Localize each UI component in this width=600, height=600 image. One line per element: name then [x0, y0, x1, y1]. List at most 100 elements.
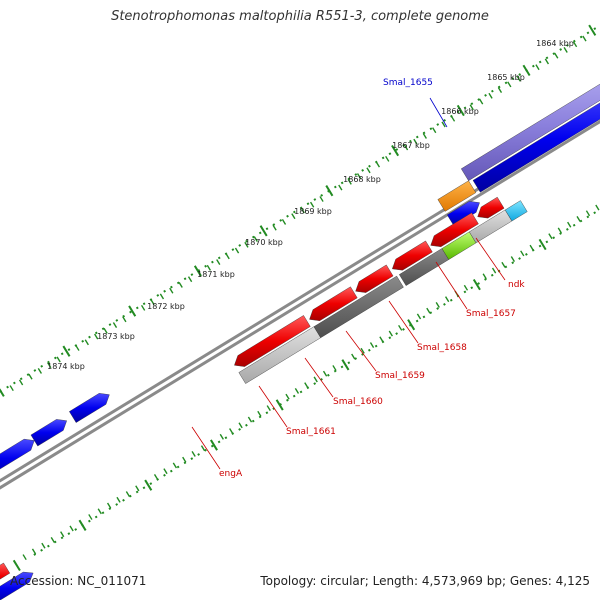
tick-mark — [522, 64, 531, 76]
tick-mark — [244, 241, 249, 248]
tick-mark — [272, 224, 277, 231]
reverse-gene — [0, 562, 11, 580]
tick-mark — [491, 267, 497, 274]
tick-mark — [472, 278, 481, 291]
tick-mark — [300, 207, 305, 214]
tick-mark — [75, 345, 80, 351]
tick-mark — [247, 416, 253, 423]
reverse-gene — [392, 240, 433, 271]
tick-mark — [585, 210, 591, 217]
tick-mark — [206, 264, 212, 271]
tick-mark — [379, 336, 384, 343]
tick-label: 1870 kbp — [245, 238, 283, 247]
tick-mark — [106, 502, 112, 509]
tick-mark — [356, 173, 362, 179]
tick-mark — [150, 299, 155, 306]
tick-mark — [391, 144, 400, 157]
tick-mark — [441, 121, 446, 128]
leader-line — [435, 261, 468, 310]
reverse-gene — [309, 286, 358, 321]
separator: ; — [364, 574, 373, 588]
tick-mark — [450, 115, 456, 122]
tick-mark — [529, 244, 534, 251]
gene-label: Smal_1658 — [417, 343, 467, 353]
tick-mark — [488, 92, 493, 99]
map-title: Stenotrophomonas maltophilia R551-3, com… — [111, 9, 489, 24]
tick-mark — [0, 388, 5, 397]
gene-label: ndk — [508, 280, 525, 290]
leader-line — [258, 385, 288, 428]
tick-mark — [403, 144, 409, 151]
tick-label: 1865 kbp — [487, 73, 525, 82]
tick-mark — [97, 508, 102, 515]
tick-mark — [50, 537, 55, 543]
tick-mark — [182, 456, 187, 463]
tick-mark — [366, 167, 371, 174]
tick-mark — [338, 184, 343, 191]
length-value: 4,573,969 bp — [421, 574, 502, 588]
tick-mark — [210, 439, 218, 451]
inner-tick-ring — [33, 158, 600, 556]
tick-mark — [88, 514, 93, 520]
tick-mark — [219, 433, 224, 440]
tick-mark — [257, 410, 262, 417]
tick-mark — [193, 265, 202, 277]
tick-mark — [325, 185, 334, 197]
tick-mark — [294, 387, 300, 394]
tick-mark — [422, 133, 427, 139]
tick-mark — [388, 330, 393, 337]
tick-mark — [191, 451, 196, 457]
forward-gene — [472, 102, 600, 193]
tick-label: 1866 kbp — [441, 107, 479, 116]
tick-mark — [12, 559, 21, 572]
tick-mark — [548, 233, 553, 240]
tick-label: 1871 kbp — [197, 270, 235, 279]
genes-label: Genes: — [509, 574, 552, 588]
tick-mark — [140, 304, 146, 311]
tick-mark — [563, 47, 568, 53]
tick-mark — [588, 24, 597, 36]
tick-mark — [369, 342, 375, 348]
tick-mark — [538, 238, 547, 251]
tick-mark — [501, 261, 506, 268]
gene-label: Smal_1657 — [466, 309, 516, 319]
backbone-line-2 — [0, 93, 600, 493]
gene-features — [0, 83, 600, 600]
tick-mark — [144, 479, 153, 491]
accession-label: Accession: — [10, 574, 74, 588]
tick-mark — [341, 359, 350, 371]
tick-mark — [128, 305, 137, 317]
tick-mark — [478, 98, 484, 105]
leader-line — [304, 357, 334, 398]
gene-label: Smal_1660 — [333, 397, 383, 407]
tick-label: 1868 kbp — [343, 175, 381, 184]
reverse-gene — [477, 196, 505, 219]
tick-mark — [285, 393, 290, 400]
tick-mark — [234, 247, 240, 254]
tick-mark — [18, 379, 24, 386]
forward-gene — [69, 393, 110, 423]
tick-label: 1872 kbp — [147, 302, 185, 311]
forward-gene-smal1655 — [460, 83, 600, 181]
reverse-gene-engA — [234, 315, 311, 367]
tick-mark — [469, 104, 474, 111]
reverse-gene — [430, 212, 479, 247]
tick-mark — [304, 382, 309, 389]
separator: ; — [501, 574, 510, 588]
tick-mark — [572, 41, 578, 48]
tick-mark — [385, 155, 390, 162]
tick-mark — [172, 462, 178, 469]
tick-mark — [178, 282, 183, 288]
tick-mark — [47, 362, 52, 369]
tick-label: 1873 kbp — [97, 332, 135, 341]
tick-label: 1869 kbp — [294, 207, 332, 216]
tick-mark — [266, 405, 271, 412]
tick-mark — [94, 333, 99, 340]
tick-mark — [407, 319, 416, 331]
tick-mark — [238, 422, 243, 429]
tick-mark — [582, 35, 587, 42]
forward-gene — [0, 438, 35, 470]
tick-mark — [332, 365, 337, 371]
